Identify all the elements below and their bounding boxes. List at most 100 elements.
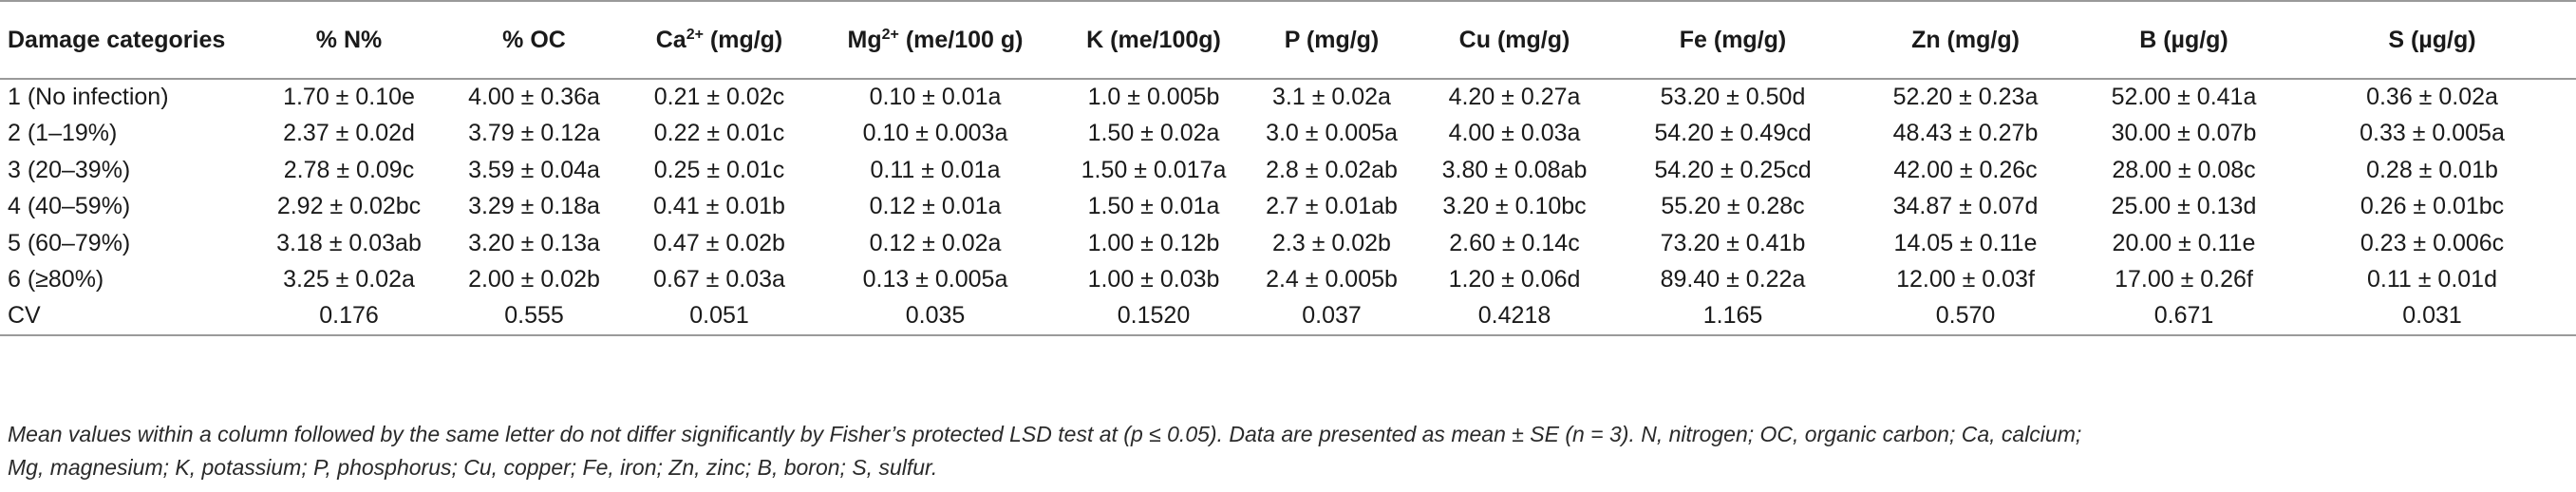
table-cell: 1.50 ± 0.01a [1087,193,1220,220]
header-b: B (µg/g) [2079,0,2288,80]
table-cell: 0.035 [812,298,1059,336]
header-oc: % OC [442,0,627,80]
row-label-cell: 3 (20–39%) [8,156,131,183]
table-cell: 20.00 ± 0.11e [2112,229,2256,256]
table-cell: 0.12 ± 0.01a [869,193,1002,220]
table-cell: 3.20 ± 0.13a [468,229,600,256]
table-cell: 42.00 ± 0.26c [1893,156,2038,183]
table-footnote: Mean values within a column followed by … [8,418,2562,484]
table-cell: 0.22 ± 0.01c [653,120,785,147]
table-cell: 0.21 ± 0.02c [653,84,785,111]
table-cell: 1.00 ± 0.03b [1087,266,1220,293]
table-cell: 30.00 ± 0.07b [2111,120,2257,147]
header-cu: Cu (mg/g) [1415,0,1614,80]
table-cell: 55.20 ± 0.28c [1661,193,1805,220]
table-cell: 0.10 ± 0.01a [869,84,1002,111]
table-cell: 2.60 ± 0.14c [1449,229,1580,256]
table-cell: 48.43 ± 0.27b [1892,120,2039,147]
table-cell: 0.67 ± 0.03a [653,266,785,293]
table-cell: 0.4218 [1415,298,1614,336]
table-cell: 0.28 ± 0.01b [2366,156,2498,183]
header-damage-categories: Damage categories [0,0,256,80]
table-cell: 1.0 ± 0.005b [1087,84,1220,111]
row-label-cell: 6 (≥80%) [8,266,104,293]
header-ca: Ca2+ (mg/g) [627,0,812,80]
table-cell: 1.00 ± 0.12b [1087,229,1220,256]
table-cell: 0.23 ± 0.006c [2360,229,2505,256]
table-cell: 54.20 ± 0.25cd [1654,156,1812,183]
table-cell: 3.25 ± 0.02a [283,266,415,293]
table-cell: 3.20 ± 0.10bc [1442,193,1587,220]
table-cell: 89.40 ± 0.22a [1660,266,1806,293]
table-cell: 54.20 ± 0.49cd [1654,120,1812,147]
table-row: 2 (1–19%) 2.37 ± 0.02d 3.79 ± 0.12a 0.22 ± … [0,116,2576,153]
table-row: 4 (40–59%) 2.92 ± 0.02bc 3.29 ± 0.18a 0.41 … [0,189,2576,226]
table-cell: 34.87 ± 0.07d [1892,193,2039,220]
table-row: 1 (No infection) 1.70 ± 0.10e 4.00 ± 0.36a… [0,79,2576,116]
row-label-cell: 1 (No infection) [8,84,169,111]
row-label-cell: 2 (1–19%) [8,120,118,147]
table-cell: 0.36 ± 0.02a [2366,84,2498,111]
table-cell: 2.7 ± 0.01ab [1266,193,1398,220]
table-cell: 0.11 ± 0.01d [2367,266,2497,293]
table-cell: 0.1520 [1059,298,1249,336]
table-cell: 4.20 ± 0.27a [1448,84,1581,111]
table-row: 5 (60–79%) 3.18 ± 0.03ab 3.20 ± 0.13a 0.47 … [0,225,2576,262]
table-cell: 52.00 ± 0.41a [2111,84,2257,111]
header-s: S (µg/g) [2288,0,2576,80]
table-cell: 1.20 ± 0.06d [1448,266,1581,293]
table-cell: 0.176 [256,298,442,336]
table-row: 3 (20–39%) 2.78 ± 0.09c 3.59 ± 0.04a 0.25 ±… [0,152,2576,189]
header-mg: Mg2+ (me/100 g) [812,0,1059,80]
row-label-cell: 4 (40–59%) [8,193,131,220]
table-cell: 3.59 ± 0.04a [468,156,600,183]
table-cell: 3.1 ± 0.02a [1272,84,1391,111]
table-cell: 0.25 ± 0.01c [653,156,785,183]
table-cell: 2.8 ± 0.02ab [1266,156,1398,183]
header-n: % N% [256,0,442,80]
table-cell: 4.00 ± 0.36a [468,84,600,111]
table-cell: 2.4 ± 0.005b [1266,266,1398,293]
table-cell: 0.13 ± 0.005a [862,266,1008,293]
table-cell: 12.00 ± 0.03f [1896,266,2035,293]
table-cell: 3.18 ± 0.03ab [276,229,422,256]
table-cell: 2.00 ± 0.02b [468,266,600,293]
table-cell: 1.50 ± 0.02a [1087,120,1220,147]
cv-row: CV 0.176 0.555 0.051 0.035 0.1520 0.037 0.4218 1… [0,298,2576,336]
row-label-cell: CV [0,298,256,336]
table-cell: 2.92 ± 0.02bc [276,193,422,220]
header-k: K (me/100g) [1059,0,1249,80]
table-cell: 28.00 ± 0.08c [2112,156,2256,183]
footnote-line-2: Mg, magnesium; K, potassium; P, phosphor… [8,455,938,480]
table-cell: 0.051 [627,298,812,336]
soil-nutrient-table: Damage categories % N% % OC Ca2+ (mg/g) … [0,0,2576,336]
table-cell: 4.00 ± 0.03a [1448,120,1581,147]
table-cell: 0.10 ± 0.003a [862,120,1008,147]
table-cell: 0.555 [442,298,627,336]
header-p: P (mg/g) [1249,0,1415,80]
table-cell: 53.20 ± 0.50d [1660,84,1806,111]
table-cell: 0.26 ± 0.01bc [2360,193,2505,220]
table-cell: 0.031 [2288,298,2576,336]
table-cell: 1.70 ± 0.10e [283,84,415,111]
table-cell: 0.037 [1249,298,1415,336]
table-cell: 0.570 [1852,298,2079,336]
table-cell: 3.0 ± 0.005a [1266,120,1398,147]
table-cell: 0.671 [2079,298,2288,336]
table-cell: 2.37 ± 0.02d [283,120,415,147]
table-cell: 0.11 ± 0.01a [870,156,1001,183]
table-cell: 0.47 ± 0.02b [653,229,785,256]
header-row: Damage categories % N% % OC Ca2+ (mg/g) … [0,0,2576,80]
table-cell: 25.00 ± 0.13d [2111,193,2257,220]
header-zn: Zn (mg/g) [1852,0,2079,80]
table-cell: 2.3 ± 0.02b [1272,229,1391,256]
row-label-cell: 5 (60–79%) [8,229,131,256]
header-fe: Fe (mg/g) [1614,0,1852,80]
footnote-line-1: Mean values within a column followed by … [8,422,2082,446]
table-cell: 0.33 ± 0.005a [2360,120,2505,147]
table-cell: 0.41 ± 0.01b [653,193,785,220]
table-cell: 1.165 [1614,298,1852,336]
table-cell: 52.20 ± 0.23a [1892,84,2039,111]
table-cell: 3.80 ± 0.08ab [1441,156,1588,183]
